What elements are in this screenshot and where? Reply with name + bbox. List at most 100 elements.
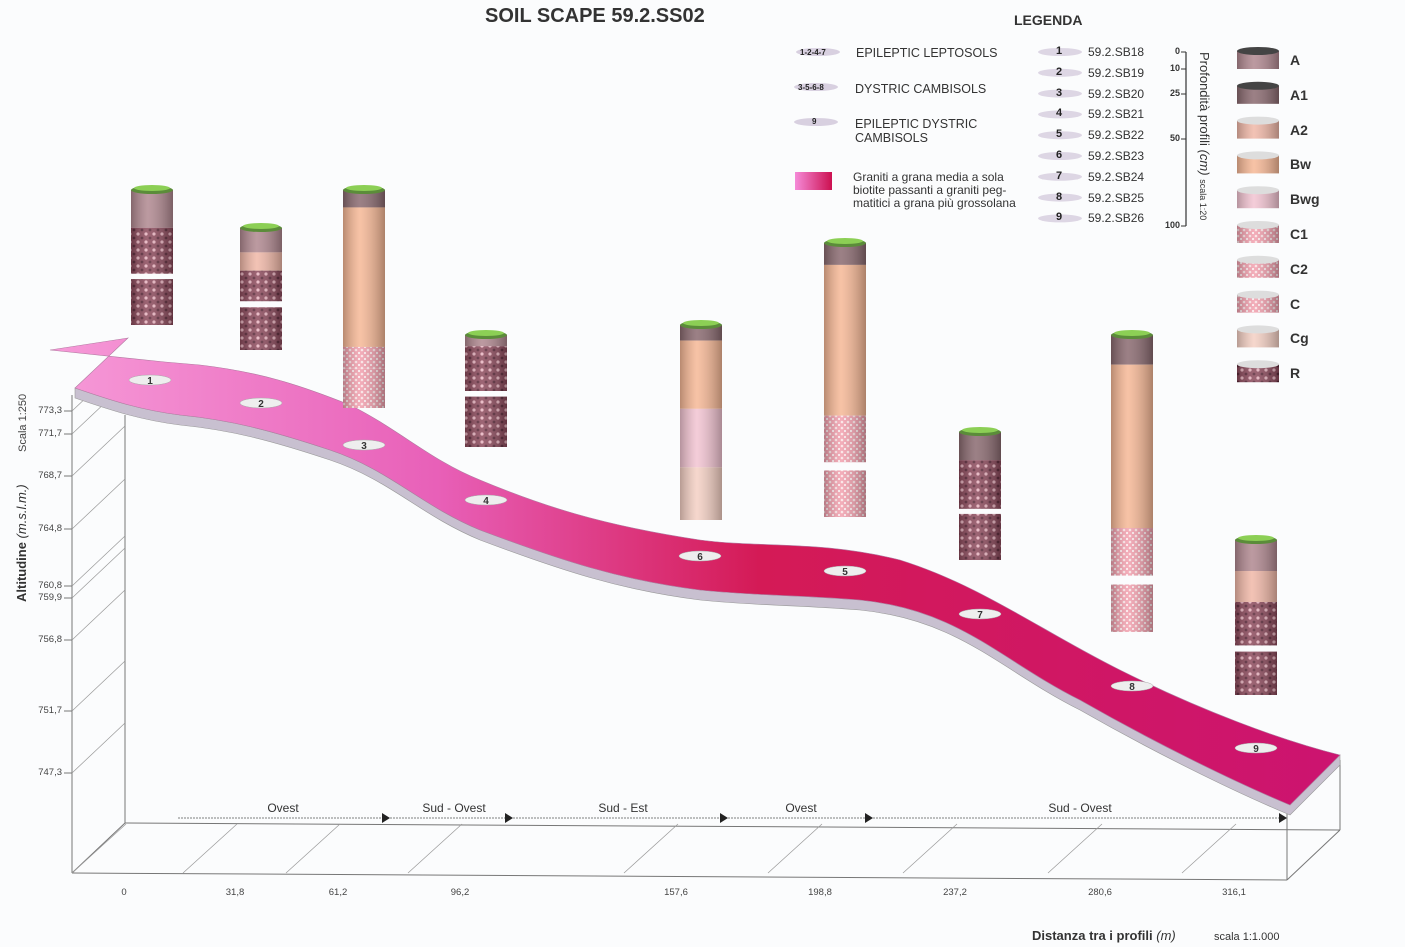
x-axis-back <box>124 822 1341 831</box>
profile-marker[interactable] <box>958 608 1002 620</box>
horizon-legend-label: R <box>1290 365 1301 382</box>
profile-marker[interactable] <box>342 439 386 451</box>
direction-label: Sud - Ovest <box>422 801 486 815</box>
x-axis-scale: scala 1:1.000 <box>1214 931 1280 943</box>
soil-column-4[interactable] <box>465 330 507 447</box>
soil-column-6[interactable] <box>680 320 722 520</box>
depth-tick: 10 <box>1169 63 1180 73</box>
soil-marker-2: 3-5-6-8 <box>798 83 824 92</box>
y-tick-label: 751,7 <box>38 705 62 716</box>
depth-scale-title: Profondità profili (cm) scala 1:20 <box>1197 52 1212 220</box>
y-tick-label: 771,7 <box>38 428 62 439</box>
y-tick-label: 764,8 <box>38 523 62 534</box>
x-axis-front <box>71 872 1288 881</box>
x-guide-line <box>1047 823 1103 874</box>
horizon-legend-label: A2 <box>1290 121 1308 138</box>
profile-legend-icon <box>1038 48 1082 56</box>
profile-marker[interactable] <box>239 397 283 409</box>
arrow-icon <box>865 813 873 823</box>
profile-legend-number: 7 <box>1056 169 1063 182</box>
profile-legend-code: 59.2.SB21 <box>1088 107 1145 122</box>
soil-column-9[interactable] <box>1235 535 1277 695</box>
profile-legend-icon <box>1038 110 1082 119</box>
soil-marker-1: 1-2-4-7 <box>800 48 826 57</box>
arrow-icon <box>720 813 728 823</box>
horizon-legend-label: C1 <box>1290 226 1308 242</box>
depth-label: Profondità profili <box>1197 52 1212 146</box>
horizon-legend-label: Bwg <box>1290 191 1320 208</box>
horizon-legend-label: A <box>1290 52 1301 68</box>
x-tick-label: 316,1 <box>1222 887 1246 898</box>
profile-legend-number: 8 <box>1056 190 1063 203</box>
profile-marker-number: 4 <box>483 496 489 507</box>
x-tick-label: 237,2 <box>943 887 967 898</box>
profile-legend-code: 59.2.SB25 <box>1088 190 1145 205</box>
y-guide-line <box>71 425 126 477</box>
soil-column-3[interactable] <box>343 185 385 408</box>
soil-column-1[interactable] <box>131 185 173 325</box>
profile-legend-code: 59.2.SB23 <box>1088 149 1145 163</box>
legend-title: LEGENDA <box>1014 12 1083 28</box>
soil-column-2[interactable] <box>240 223 282 350</box>
bedrock-swatch <box>795 172 832 190</box>
soil-type-1: EPILEPTIC LEPTOSOLS <box>856 46 998 60</box>
profile-legend-number: 3 <box>1056 86 1063 99</box>
soil-profile-columns <box>131 185 1277 695</box>
bedrock-ribbon: 1 2 3 4 5 6 7 8 9 <box>49 337 1341 816</box>
profile-marker-number: 3 <box>361 441 367 452</box>
soil-marker-icon <box>794 118 838 126</box>
soil-column-7[interactable] <box>959 427 1001 560</box>
profile-marker-number: 2 <box>258 399 264 410</box>
profile-marker[interactable] <box>823 565 867 577</box>
horizon-legend-label: C2 <box>1290 260 1308 277</box>
x-axis-label: Distanza tra i profili <box>1032 928 1153 943</box>
profile-legend-code: 59.2.SB26 <box>1088 211 1145 226</box>
arrow-icon <box>382 813 390 823</box>
profile-marker-number: 1 <box>147 376 153 387</box>
y-guide-line <box>71 589 126 641</box>
profile-legend-number: 6 <box>1056 149 1063 161</box>
profile-marker[interactable] <box>1110 680 1154 692</box>
y-axis-scale: Scala 1:250 <box>17 393 29 452</box>
direction-label: Sud - Est <box>598 801 648 815</box>
soil-column-8[interactable] <box>1111 330 1153 632</box>
x-tick-label: 280,6 <box>1088 887 1112 898</box>
horizon-legend-label: Cg <box>1290 330 1309 347</box>
profile-legend-number: 5 <box>1056 128 1063 141</box>
soil-marker-icon <box>796 48 840 56</box>
x-guide-line <box>902 823 958 874</box>
soil-column-5[interactable] <box>824 238 866 517</box>
y-guide-line <box>71 547 126 599</box>
depth-scale: scala 1:20 <box>1198 179 1208 221</box>
direction-label: Ovest <box>785 801 817 815</box>
arrow-icon <box>505 813 513 823</box>
soil-type-2: DYSTRIC CAMBISOLS <box>855 82 987 96</box>
depth-unit: (cm) <box>1197 149 1212 176</box>
depth-tick: 0 <box>1174 46 1180 56</box>
depth-tick: 25 <box>1169 88 1180 98</box>
x-guide-line <box>182 823 238 874</box>
profile-legend-code: 59.2.SB19 <box>1088 65 1145 80</box>
profile-marker-number: 6 <box>697 552 703 563</box>
profile-legend-icon <box>1038 68 1082 77</box>
profile-marker[interactable] <box>128 374 172 386</box>
profile-legend-number: 4 <box>1056 107 1063 120</box>
direction-label: Sud - Ovest <box>1048 801 1112 815</box>
profile-legend-number: 1 <box>1056 45 1063 57</box>
profile-legend-code: 59.2.SB18 <box>1088 45 1145 59</box>
profile-legend-icon <box>1038 172 1082 181</box>
x-guide-line <box>71 823 127 874</box>
x-guide-line <box>1181 823 1237 874</box>
soil-marker-icon <box>794 83 838 91</box>
y-tick-label: 768,7 <box>38 470 62 481</box>
page-title: SOIL SCAPE 59.2.SS02 <box>485 5 705 27</box>
x-tick-label: 31,8 <box>225 887 245 898</box>
y-guide-line <box>71 722 126 774</box>
profile-marker[interactable] <box>464 494 508 506</box>
profile-marker[interactable] <box>678 550 722 562</box>
x-axis-unit: (m) <box>1156 928 1176 943</box>
profile-marker[interactable] <box>1234 742 1278 754</box>
x-tick-label: 96,2 <box>450 887 470 898</box>
profile-marker-number: 9 <box>1253 744 1259 755</box>
